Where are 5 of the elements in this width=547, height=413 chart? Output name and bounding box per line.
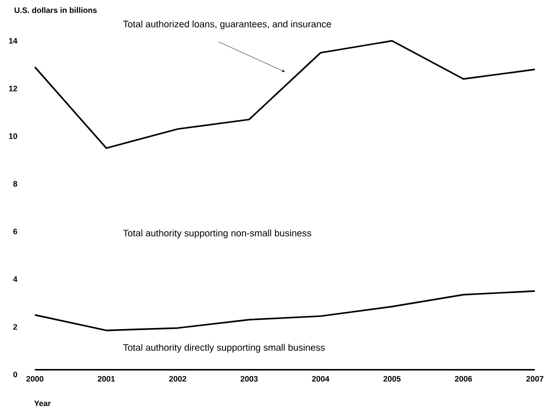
- annotation: Total authority directly supporting small business: [123, 344, 325, 353]
- annotation: Total authority supporting non-small business: [123, 229, 312, 238]
- text: Total authorized loans, guarantees, and insurance: [123, 20, 332, 30]
- line-series: [34, 290, 536, 332]
- line-series: [34, 40, 536, 149]
